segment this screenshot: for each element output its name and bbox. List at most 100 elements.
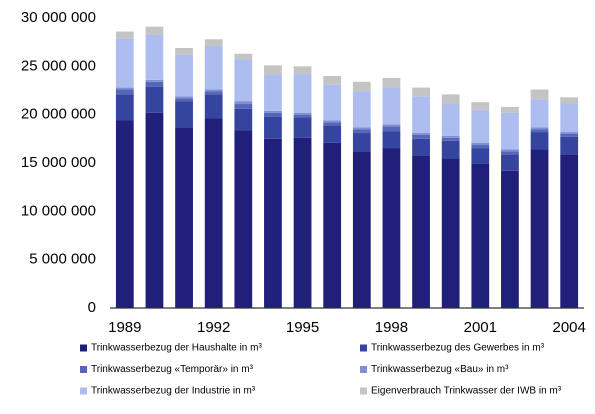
bar-segment bbox=[323, 84, 342, 121]
bar-segment bbox=[323, 142, 342, 308]
legend-label: Trinkwasserbezug der Haushalte in m³ bbox=[91, 343, 262, 354]
bar-segment bbox=[352, 129, 371, 134]
bar-segment bbox=[441, 137, 460, 141]
bar-segment bbox=[501, 154, 519, 171]
bar-segment bbox=[560, 136, 579, 155]
bar-segment bbox=[382, 148, 401, 308]
bar-segment bbox=[175, 127, 193, 308]
bar-segment bbox=[204, 94, 223, 119]
bar-segment bbox=[560, 97, 579, 105]
bar-segment bbox=[115, 89, 134, 95]
bar-segment bbox=[115, 31, 134, 39]
bar-segment bbox=[264, 116, 282, 139]
bar-segment bbox=[352, 81, 371, 92]
bar-segment bbox=[264, 65, 282, 76]
bar-segment bbox=[293, 114, 312, 118]
bar-segment bbox=[412, 87, 430, 97]
bar-segment bbox=[293, 112, 312, 115]
bar-segment bbox=[382, 126, 401, 132]
bar-segment bbox=[323, 122, 342, 126]
bar-segment bbox=[560, 134, 579, 137]
bar-segment bbox=[471, 142, 490, 145]
bar-segment bbox=[382, 87, 401, 125]
bar-segment bbox=[501, 151, 519, 155]
y-tick-label: 30 000 000 bbox=[21, 9, 96, 26]
bar-segment bbox=[115, 87, 134, 90]
bar-segment bbox=[412, 138, 430, 156]
bar-segment bbox=[204, 89, 223, 92]
bar-segment bbox=[323, 120, 342, 123]
x-tick-label: 2004 bbox=[553, 319, 586, 336]
bar-segment bbox=[293, 74, 312, 113]
y-tick-label: 10 000 000 bbox=[21, 202, 96, 219]
y-tick-label: 20 000 000 bbox=[21, 106, 96, 123]
bar-segment bbox=[323, 76, 342, 85]
bar-segment bbox=[471, 163, 490, 308]
bar-segment bbox=[115, 120, 134, 308]
bar-segment bbox=[412, 134, 430, 139]
legend-swatch bbox=[80, 366, 87, 373]
bar-segment bbox=[382, 77, 401, 88]
bar-segment bbox=[264, 75, 282, 111]
bar-segment bbox=[501, 106, 519, 113]
bar-segment bbox=[234, 104, 253, 109]
bar-segment bbox=[501, 112, 519, 150]
bar-segment bbox=[530, 99, 549, 128]
bar-segment bbox=[175, 54, 193, 97]
bar-segment bbox=[530, 89, 549, 100]
bar-segment bbox=[560, 132, 579, 134]
bar-segment bbox=[441, 135, 460, 138]
legend-label: Trinkwasserbezug «Bau» in m³ bbox=[371, 364, 509, 375]
bar-segment bbox=[204, 46, 223, 90]
legend-swatch bbox=[80, 344, 87, 352]
bar-segment bbox=[501, 170, 519, 308]
bar-segment bbox=[234, 101, 253, 105]
x-tick-label: 1998 bbox=[375, 319, 408, 336]
legend-label: Trinkwasserbezug «Temporär» in m³ bbox=[91, 364, 254, 375]
x-tick-label: 1992 bbox=[197, 319, 230, 336]
bar-segment bbox=[115, 94, 134, 121]
bar-segment bbox=[441, 104, 460, 136]
bar-segment bbox=[412, 133, 430, 135]
bar-segment bbox=[204, 118, 223, 309]
bar-segment bbox=[412, 96, 430, 134]
legend-label: Trinkwasserbezug der Industrie in m³ bbox=[91, 386, 256, 397]
bar-segment bbox=[501, 149, 519, 152]
bar-segment bbox=[145, 81, 164, 87]
bar-segment bbox=[264, 138, 282, 308]
bar-segment bbox=[145, 79, 164, 82]
bar-segment bbox=[560, 154, 579, 308]
y-tick-label: 5 000 000 bbox=[29, 251, 96, 268]
bar-segment bbox=[145, 26, 164, 35]
bar-segment bbox=[471, 148, 490, 164]
bar-segment bbox=[145, 34, 164, 80]
bar-segment bbox=[352, 133, 371, 152]
bar-segment bbox=[175, 101, 193, 128]
bar-segment bbox=[264, 112, 282, 117]
bar-segment bbox=[234, 59, 253, 102]
bar-segment bbox=[382, 124, 401, 127]
bar-segment bbox=[382, 131, 401, 149]
y-tick-label: 25 000 000 bbox=[21, 57, 96, 74]
bar-segment bbox=[234, 130, 253, 308]
bar-segment bbox=[145, 86, 164, 113]
bar-segment bbox=[530, 129, 549, 133]
bar-segment bbox=[234, 108, 253, 131]
bar-segment bbox=[441, 94, 460, 105]
legend-swatch bbox=[360, 387, 367, 395]
y-tick-label: 15 000 000 bbox=[21, 154, 96, 171]
bar-segment bbox=[530, 132, 549, 150]
bar-segment bbox=[293, 137, 312, 308]
x-tick-label: 2001 bbox=[464, 319, 497, 336]
bar-segment bbox=[560, 104, 579, 133]
bar-segment bbox=[352, 91, 371, 128]
bar-segment bbox=[441, 158, 460, 308]
bar-segment bbox=[352, 127, 371, 130]
bar-segment bbox=[234, 53, 253, 60]
bar-segment bbox=[471, 109, 490, 143]
bar-segment bbox=[175, 96, 193, 99]
bar-segment bbox=[175, 47, 193, 55]
x-tick-label: 1989 bbox=[108, 319, 141, 336]
y-tick-label: 0 bbox=[88, 299, 96, 316]
